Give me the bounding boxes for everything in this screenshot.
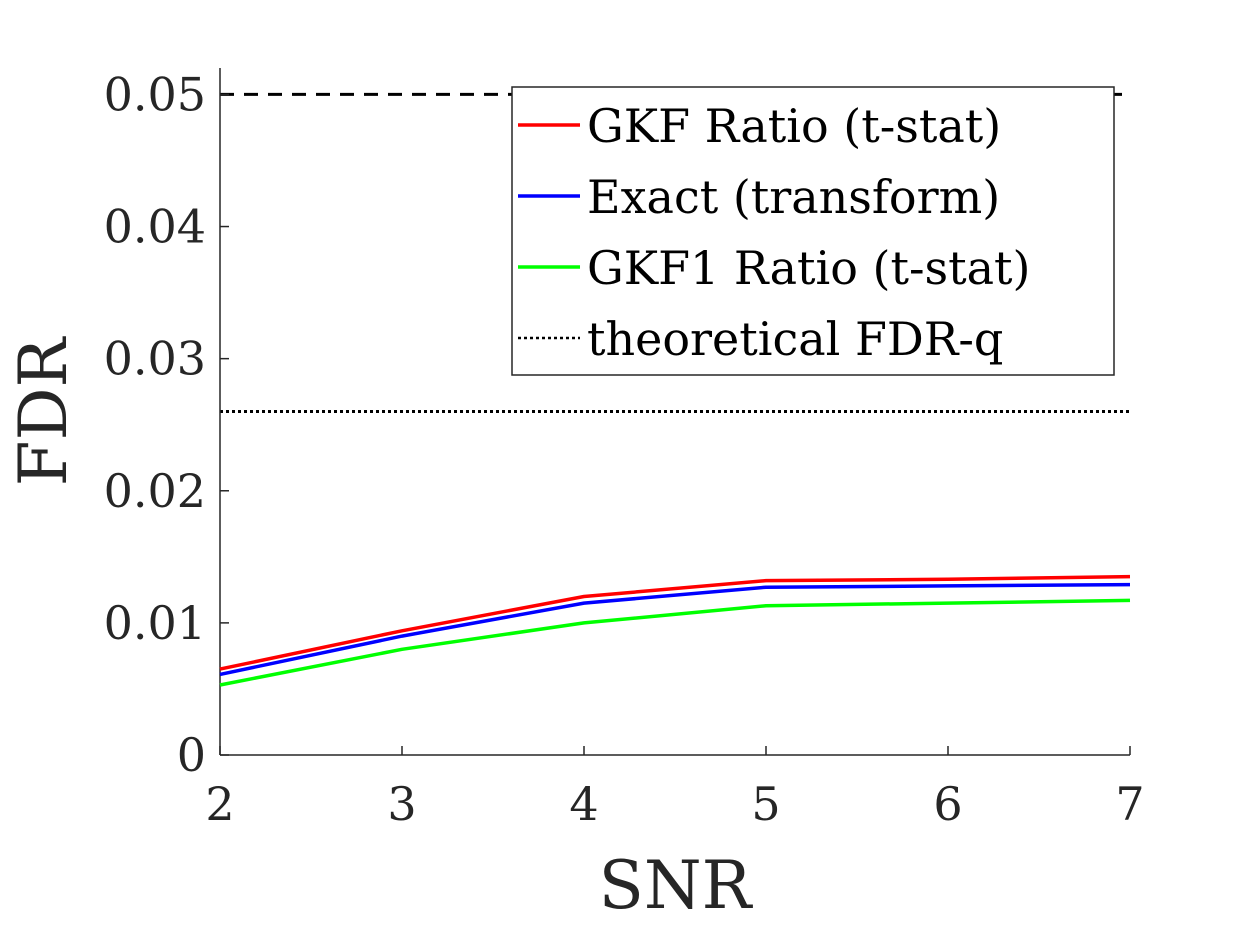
x-tick-label: 4 <box>569 777 598 831</box>
y-tick-label: 0 <box>177 728 206 782</box>
axes: 2 3 4 5 6 7 0 0.01 0.02 0.03 0.04 0.05 <box>104 67 1145 831</box>
legend-label: GKF1 Ratio (t-stat) <box>587 241 1030 295</box>
series-lines <box>219 574 1131 687</box>
x-tick-label: 7 <box>1115 777 1144 831</box>
series-line-1 <box>219 574 1131 671</box>
reference-lines <box>220 92 1130 413</box>
x-tick-label: 6 <box>933 777 962 831</box>
legend: GKF Ratio (t-stat) Exact (transform) GKF1 … <box>511 86 1115 376</box>
x-tick-label: 3 <box>387 777 416 831</box>
series-line-2 <box>219 582 1131 677</box>
y-tick-label: 0.05 <box>104 67 206 121</box>
x-tick-label: 2 <box>205 777 234 831</box>
legend-label: GKF Ratio (t-stat) <box>587 99 1001 153</box>
legend-label: theoretical FDR-q <box>587 312 1003 366</box>
x-axis-title: SNR <box>599 847 754 924</box>
y-tick-label: 0.02 <box>104 464 206 518</box>
x-tick-label: 5 <box>751 777 780 831</box>
series-line-3 <box>219 598 1131 687</box>
y-axis-title: FDR <box>5 335 82 486</box>
legend-label: Exact (transform) <box>587 170 1000 224</box>
y-tick-label: 0.01 <box>104 596 206 650</box>
y-tick-label: 0.04 <box>104 200 206 254</box>
y-tick-label: 0.03 <box>104 332 206 386</box>
legend-box <box>511 86 1115 376</box>
